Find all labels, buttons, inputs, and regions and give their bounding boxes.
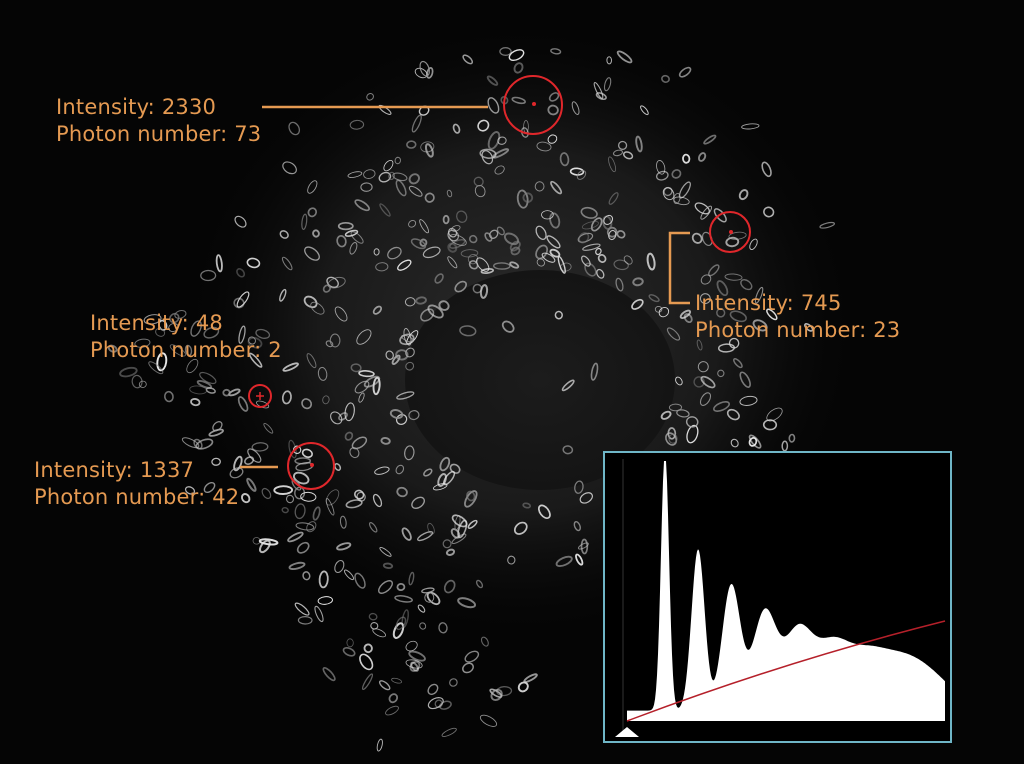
nucleus (405, 270, 675, 490)
photon-number-label: Photon number: 23 (695, 318, 901, 342)
intensity-label: Intensity: 745 (695, 291, 842, 315)
histogram-inset (603, 451, 952, 743)
photon-number-label: Photon number: 2 (90, 338, 282, 362)
marker-1337 (287, 442, 335, 490)
annotation-2330: Intensity: 2330 Photon number: 73 (56, 94, 261, 148)
intensity-label: Intensity: 48 (90, 311, 223, 335)
marker-745 (709, 211, 751, 253)
photon-number-label: Photon number: 42 (34, 485, 240, 509)
marker-2330 (503, 75, 563, 135)
annotation-1337: Intensity: 1337 Photon number: 42 (34, 457, 239, 511)
leader-line-745 (668, 231, 690, 305)
triangle-marker-icon (615, 727, 639, 737)
marker-48 (248, 384, 272, 408)
intensity-label: Intensity: 1337 (34, 458, 195, 482)
fit-curve (626, 620, 946, 722)
photon-number-label: Photon number: 73 (56, 122, 262, 146)
annotation-745: Intensity: 745 Photon number: 23 (695, 290, 900, 344)
mitochondria-texture (107, 47, 835, 752)
histogram-fill (627, 461, 945, 721)
annotation-48: Intensity: 48 Photon number: 2 (90, 310, 282, 364)
intensity-label: Intensity: 2330 (56, 95, 217, 119)
histogram-plot (605, 453, 950, 741)
